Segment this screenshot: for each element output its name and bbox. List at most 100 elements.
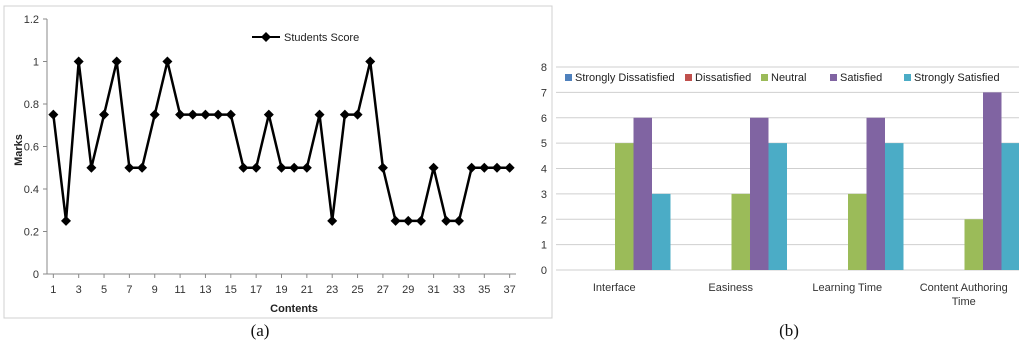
- chart-a-data-point: [428, 162, 439, 173]
- chart-a-y-axis-title: Marks: [13, 134, 25, 166]
- chart-a-legend: Students Score: [252, 32, 359, 44]
- chart-b-category-label: Learning Time: [812, 282, 882, 294]
- chart-b-legend-label: Neutral: [771, 72, 806, 84]
- chart-a-x-tick-label: 7: [126, 284, 132, 296]
- chart-a-x-tick-label: 25: [351, 284, 363, 296]
- chart-a-series: [48, 56, 515, 226]
- chart-a-x-axis-title: Contents: [270, 303, 318, 315]
- chart-a-data-point: [86, 162, 97, 173]
- chart-a-y-tick-label: 1: [33, 57, 39, 69]
- chart-b-y-tick-label: 1: [541, 240, 547, 252]
- chart-a-data-point: [314, 109, 325, 120]
- chart-b-bar: [652, 193, 671, 270]
- chart-a-x-tick-label: 15: [225, 284, 237, 296]
- chart-a-data-point: [99, 109, 110, 120]
- chart-b-legend: Strongly Dissatisfied Dissatisfied Neutral…: [565, 72, 1000, 84]
- chart-a-x-tick-label: 33: [453, 284, 465, 296]
- chart-b-y-tick-label: 3: [541, 189, 547, 201]
- chart-b-y-tick-label: 5: [541, 138, 547, 150]
- chart-a-x-ticks: 1 3 5 7 9 11 13 15 17 19 21 23 25 27 29 31 33 35 37: [50, 274, 516, 296]
- chart-a-y-tick-label: 0.4: [24, 184, 39, 196]
- chart-a-data-point: [327, 215, 338, 226]
- chart-a-x-tick-label: 17: [250, 284, 262, 296]
- chart-a-data-point: [225, 109, 236, 120]
- bar-chart-satisfaction: 0 1 2 3 4 5 6 7 8 Interface Easiness Learning Time…: [541, 62, 1019, 308]
- chart-b-y-tick-label: 8: [541, 62, 547, 74]
- chart-b-y-ticks: 0 1 2 3 4 5 6 7 8: [541, 62, 547, 277]
- chart-a-x-tick-label: 31: [427, 284, 439, 296]
- chart-a-data-point: [491, 162, 502, 173]
- chart-b-category-labels: Interface Easiness Learning Time Content Au…: [593, 282, 1008, 308]
- chart-b-bar: [1001, 143, 1019, 270]
- chart-a-data-point: [175, 109, 186, 120]
- chart-a-data-point: [339, 109, 350, 120]
- chart-b-legend-swatch: [904, 74, 911, 81]
- chart-b-bar: [885, 143, 904, 270]
- line-chart-students-score: 00.20.40.60.811.2 1 3 5 7 9 11 13 15 17 19 21 23 25 2…: [3, 5, 553, 319]
- chart-a-data-point: [504, 162, 515, 173]
- chart-a-legend-label: Students Score: [284, 32, 359, 44]
- chart-a-data-point: [111, 56, 122, 67]
- chart-a-y-tick-label: 1.2: [24, 14, 39, 26]
- chart-a-x-tick-label: 19: [275, 284, 287, 296]
- chart-a-data-point: [365, 56, 376, 67]
- chart-a-data-point: [479, 162, 490, 173]
- chart-b-legend-label: Strongly Dissatisfied: [575, 72, 675, 84]
- chart-a-data-point: [453, 215, 464, 226]
- chart-b-y-tick-label: 7: [541, 87, 547, 99]
- chart-b-category-label: Time: [952, 296, 976, 308]
- chart-a-y-tick-label: 0.2: [24, 227, 39, 239]
- chart-a-data-point: [377, 162, 388, 173]
- chart-b-legend-label: Dissatisfied: [695, 72, 751, 84]
- chart-b-y-tick-label: 4: [541, 164, 547, 176]
- chart-a-data-point: [149, 109, 160, 120]
- chart-b-legend-label: Satisfied: [840, 72, 882, 84]
- chart-a-x-tick-label: 13: [199, 284, 211, 296]
- chart-a-data-point: [73, 56, 84, 67]
- chart-b-bar: [750, 117, 769, 270]
- chart-a-data-point: [187, 109, 198, 120]
- chart-a-y-ticks: 0 0.2 0.4 0.6 0.8 1 1.2: [24, 14, 47, 281]
- chart-a-data-point: [263, 109, 274, 120]
- chart-b-y-tick-label: 0: [541, 265, 547, 277]
- chart-a-frame: [3, 5, 553, 319]
- chart-a-y-tick-label: 0: [33, 269, 39, 281]
- chart-a-x-tick-label: 29: [402, 284, 414, 296]
- chart-a-data-point: [301, 162, 312, 173]
- chart-a-data-point: [200, 109, 211, 120]
- chart-a-x-tick-label: 37: [504, 284, 516, 296]
- chart-b-category-label: Easiness: [708, 282, 753, 294]
- chart-a-x-tick-label: 27: [377, 284, 389, 296]
- chart-b-bar: [731, 193, 750, 270]
- chart-b-category-label: Interface: [593, 282, 636, 294]
- chart-a-data-point: [213, 109, 224, 120]
- chart-a-data-point: [61, 215, 72, 226]
- chart-a-x-tick-label: 1: [50, 284, 56, 296]
- chart-a-x-tick-label: 3: [76, 284, 82, 296]
- chart-a-data-point: [289, 162, 300, 173]
- chart-a-data-point: [403, 215, 414, 226]
- chart-a-x-tick-label: 23: [326, 284, 338, 296]
- chart-a-data-point: [441, 215, 452, 226]
- chart-a-data-point: [352, 109, 363, 120]
- chart-a-x-tick-label: 21: [301, 284, 313, 296]
- chart-a-data-point: [390, 215, 401, 226]
- chart-a-data-point: [238, 162, 249, 173]
- chart-a-data-point: [251, 162, 262, 173]
- chart-b-bar: [633, 117, 652, 270]
- chart-b-legend-swatch: [830, 74, 837, 81]
- chart-b-bar: [964, 219, 983, 270]
- chart-b-bar: [866, 117, 885, 270]
- chart-b-legend-swatch: [761, 74, 768, 81]
- caption-b: (b): [779, 321, 799, 340]
- chart-a-data-point: [48, 109, 59, 120]
- chart-a-x-tick-label: 11: [174, 284, 185, 296]
- chart-b-legend-swatch: [685, 74, 692, 81]
- chart-b-bar: [615, 143, 634, 270]
- chart-a-x-tick-label: 35: [478, 284, 490, 296]
- chart-b-bar: [768, 143, 787, 270]
- chart-b-bar: [983, 92, 1002, 270]
- chart-a-x-tick-label: 5: [101, 284, 107, 296]
- chart-a-legend-marker: [261, 32, 271, 42]
